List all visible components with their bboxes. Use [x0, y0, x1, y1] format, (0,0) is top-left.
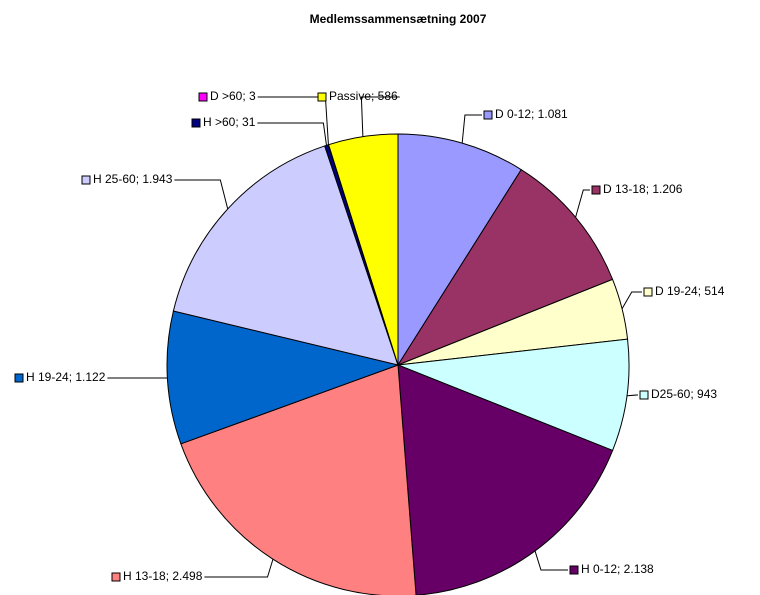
leader-line: [461, 114, 482, 144]
data-label: H 25-60; 1.943: [93, 172, 173, 186]
legend-swatch: [483, 110, 493, 120]
data-label: D 19-24; 514: [655, 284, 725, 298]
data-label: D25-60; 943: [651, 387, 717, 401]
legend-swatch: [81, 175, 91, 185]
leader-line: [626, 394, 638, 397]
data-label: D 13-18; 1.206: [603, 182, 683, 196]
leader-line: [174, 179, 229, 210]
data-label: Passive; 586: [329, 89, 398, 103]
legend-swatch: [639, 390, 649, 400]
leader-line: [257, 122, 327, 146]
legend-swatch: [591, 185, 601, 195]
legend-swatch: [14, 373, 24, 383]
data-label: D 0-12; 1.081: [495, 107, 568, 121]
pie-slice: [397, 133, 522, 367]
legend-swatch: [111, 572, 121, 582]
pie-slice: [166, 310, 400, 445]
pie-slice: [397, 338, 630, 452]
leader-line: [204, 559, 274, 578]
legend-swatch: [569, 565, 579, 575]
pie-slice: [172, 145, 399, 366]
legend-swatch: [198, 92, 208, 102]
data-label: H 19-24; 1.122: [26, 370, 106, 384]
legend-swatch: [191, 118, 201, 128]
data-label: D >60; 3: [210, 89, 256, 103]
leader-line: [621, 291, 642, 310]
data-label: H 0-12; 2.138: [581, 562, 654, 576]
leader-line: [360, 96, 400, 137]
legend-swatch: [317, 92, 327, 102]
pie-slice: [397, 364, 614, 595]
data-label: H >60; 31: [203, 115, 256, 129]
leader-line: [534, 550, 568, 571]
chart-title: Medlemssammensætning 2007: [310, 12, 487, 26]
leader-line: [575, 189, 590, 218]
data-label: H 13-18; 2.498: [123, 569, 203, 583]
leader-line: [257, 96, 329, 145]
legend-swatch: [643, 287, 653, 297]
